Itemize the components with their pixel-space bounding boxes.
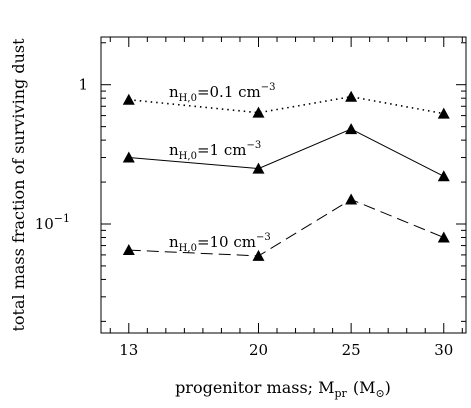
series-label-subscript: H,0 — [179, 243, 197, 254]
series-label-symbol: n — [169, 141, 179, 159]
x-tick-label: 13 — [119, 341, 138, 359]
series-marker — [437, 107, 450, 119]
series-label-symbol: n — [169, 83, 179, 101]
y-tick-label-base: 1 — [78, 76, 88, 94]
series-label-value: =0.1 cm — [197, 83, 261, 101]
series-label-value: =10 cm — [197, 233, 256, 251]
series-marker — [252, 162, 265, 174]
y-tick-labels: 1 10−1 — [35, 76, 88, 233]
series-marker — [252, 249, 265, 261]
plot-frame — [100, 36, 467, 334]
y-tick-label-base: 10 — [35, 215, 54, 233]
series-markers — [122, 90, 450, 261]
series-line-1 — [128, 95, 444, 115]
series-marker — [122, 93, 135, 105]
series-labels: nH,0=0.1 cm−3nH,0=1 cm−3nH,0=10 cm−3 — [169, 82, 276, 254]
series-label-symbol: n — [169, 233, 179, 251]
series-line-2 — [128, 128, 445, 177]
x-axis-label-sub: pr — [335, 387, 348, 400]
series-marker — [345, 193, 358, 205]
series-marker — [252, 106, 265, 118]
series-label-subscript: H,0 — [179, 151, 197, 162]
series-label-value: =1 cm — [197, 141, 247, 159]
series-marker — [122, 244, 135, 256]
series-label-1: nH,0=0.1 cm−3 — [169, 82, 276, 104]
x-axis-label: progenitor mass; Mpr (M⊙) — [175, 378, 391, 400]
y-axis-label: total mass fraction of surviving dust — [9, 38, 28, 332]
series-label-subscript: H,0 — [179, 93, 197, 104]
x-axis-label-unit: (M — [353, 378, 376, 397]
x-tick-label: 30 — [434, 341, 453, 359]
y-tick-label: 1 — [78, 76, 88, 94]
series-label-2: nH,0=1 cm−3 — [169, 140, 261, 162]
series-marker — [437, 231, 450, 243]
series-label-3: nH,0=10 cm−3 — [169, 232, 271, 254]
x-tick-label: 25 — [342, 341, 361, 359]
series-marker — [437, 170, 450, 182]
axis-ticks — [101, 37, 466, 333]
series-line-3 — [128, 198, 444, 257]
series-marker — [122, 151, 135, 163]
y-tick-label: 10−1 — [35, 212, 70, 233]
x-tick-labels: 13 20 25 30 — [119, 341, 453, 359]
x-axis-label-close: ) — [385, 378, 391, 397]
y-tick-label-exponent: −1 — [54, 212, 70, 225]
x-tick-label: 20 — [249, 341, 268, 359]
series-lines — [128, 95, 445, 257]
series-marker — [345, 90, 358, 102]
series-marker — [345, 123, 358, 135]
series-label-superscript: −3 — [256, 232, 271, 243]
series-label-superscript: −3 — [246, 140, 261, 151]
series-label-superscript: −3 — [261, 82, 276, 93]
x-axis-label-unit-sub: ⊙ — [375, 387, 384, 400]
x-axis-label-main: progenitor mass; M — [175, 378, 334, 397]
